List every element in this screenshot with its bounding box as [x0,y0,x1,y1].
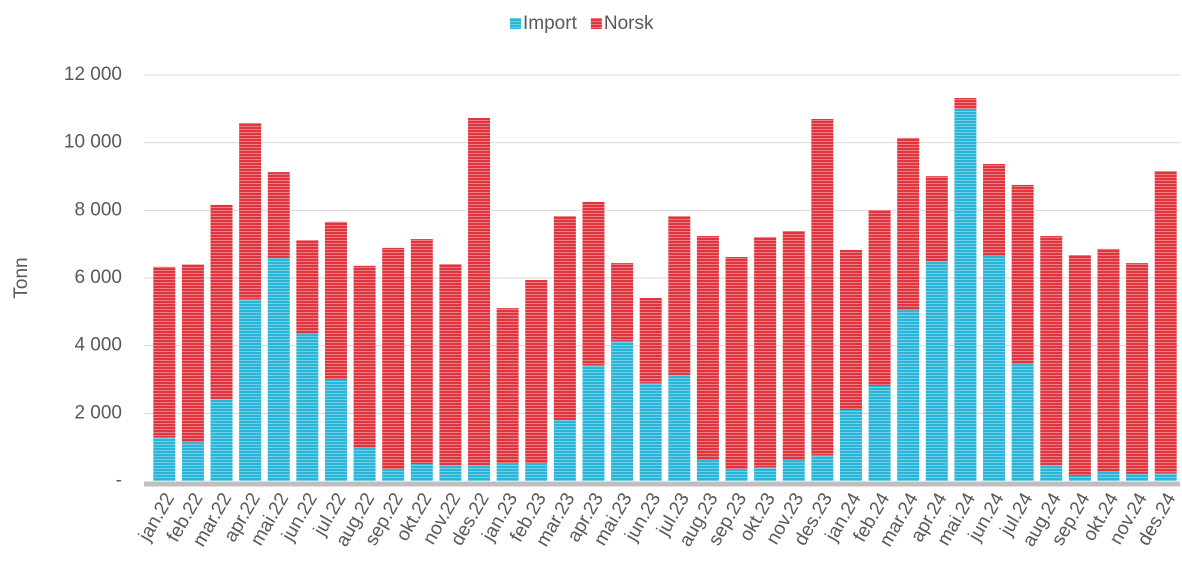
bar-segment [954,108,977,481]
bar-segment [496,308,519,464]
bar-segment [267,258,290,481]
bar-segment [296,240,319,334]
bar-segment [611,263,634,341]
bar-segment [983,163,1006,257]
bar-segment [639,297,662,383]
y-tick-label: 12 000 [64,64,122,85]
bar-segment [582,364,605,481]
bar-segment [639,382,662,481]
bar-segment [210,204,233,400]
bar-segment [782,460,805,481]
bar-segment [468,465,491,481]
bar-segment [983,256,1006,481]
y-tick-label: 10 000 [64,132,122,153]
bar-segment [696,236,719,461]
bar-segment [296,333,319,481]
bar-segment [1068,475,1091,481]
bar-segment [839,249,862,410]
bar-segment [525,463,548,481]
bar-segment [353,265,376,448]
bar-segment [181,442,204,481]
legend-label: Import [523,13,578,34]
bar-segment [439,264,462,466]
bar-segment [811,454,834,481]
bar-segment [925,176,948,262]
bar-segment [582,201,605,365]
bar-segment [868,209,891,386]
bar-segment [611,340,634,481]
bar-segment [553,420,576,481]
bar-segment [754,237,777,468]
bar-segment [324,379,347,481]
bar-segment [153,266,176,438]
bar-segment [410,239,433,465]
bar-segment [1011,363,1034,481]
bar-segment [153,437,176,481]
bar-segment [954,98,977,109]
bar-segment [1154,472,1177,481]
bar-segment [267,172,290,259]
y-tick-label: 8 000 [74,199,122,220]
bar-segment [382,469,405,481]
bar-segment [696,460,719,481]
y-axis-label: Tonn [11,257,32,298]
bar-segment [324,221,347,380]
bar-segment [525,280,548,464]
bar-segment [1040,465,1063,481]
bar-segment [839,409,862,481]
y-tick-label: - [116,470,122,491]
bar-segment [897,310,920,481]
bar-segment [782,230,805,461]
bar-segment [754,467,777,481]
bar-segment [1097,248,1120,472]
bar-segment [1040,236,1063,466]
bar-segment [1011,184,1034,364]
bar-segment [382,247,405,470]
y-tick-label: 2 000 [74,402,122,423]
bar-segment [897,137,920,311]
legend: Import Norsk [510,13,654,34]
y-tick-label: 4 000 [74,335,122,356]
bar-segment [496,463,519,481]
bar-segment [811,118,834,455]
bar-segment [668,216,691,376]
legend-label: Norsk [604,13,654,34]
bar-segment [239,298,262,481]
y-tick-label: 6 000 [74,267,122,288]
bar-segment [1097,471,1120,481]
bar-segment [239,123,262,299]
legend-swatch [510,18,521,29]
bar-segment [439,465,462,481]
bar-segment [668,375,691,481]
bar-segment [181,264,204,443]
bar-segment [725,469,748,481]
bar-segment [353,447,376,481]
bar-segment [210,399,233,481]
bar-segment [1154,171,1177,473]
bar-segment [1126,263,1149,474]
bar-segment [410,464,433,481]
bar-segment [1126,473,1149,481]
legend-swatch [590,18,602,29]
bar-segment [725,257,748,470]
bar-segment [925,261,948,481]
bar-segment [468,117,491,466]
bar-segment [868,385,891,481]
bar-segment [553,216,576,421]
bar-segment [1068,254,1091,476]
